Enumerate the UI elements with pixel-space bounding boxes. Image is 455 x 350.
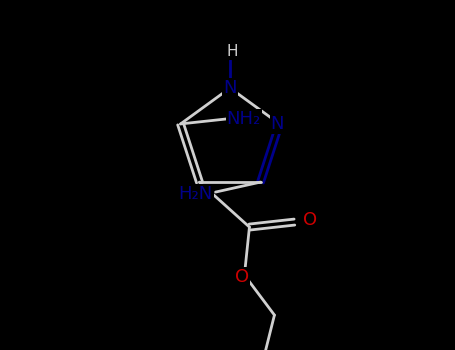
Text: N: N bbox=[271, 115, 284, 133]
Text: O: O bbox=[235, 268, 249, 286]
Text: H₂N: H₂N bbox=[178, 185, 212, 203]
Text: N: N bbox=[223, 79, 237, 97]
Text: NH₂: NH₂ bbox=[227, 110, 261, 128]
Text: O: O bbox=[303, 211, 318, 229]
Text: H: H bbox=[226, 44, 238, 60]
